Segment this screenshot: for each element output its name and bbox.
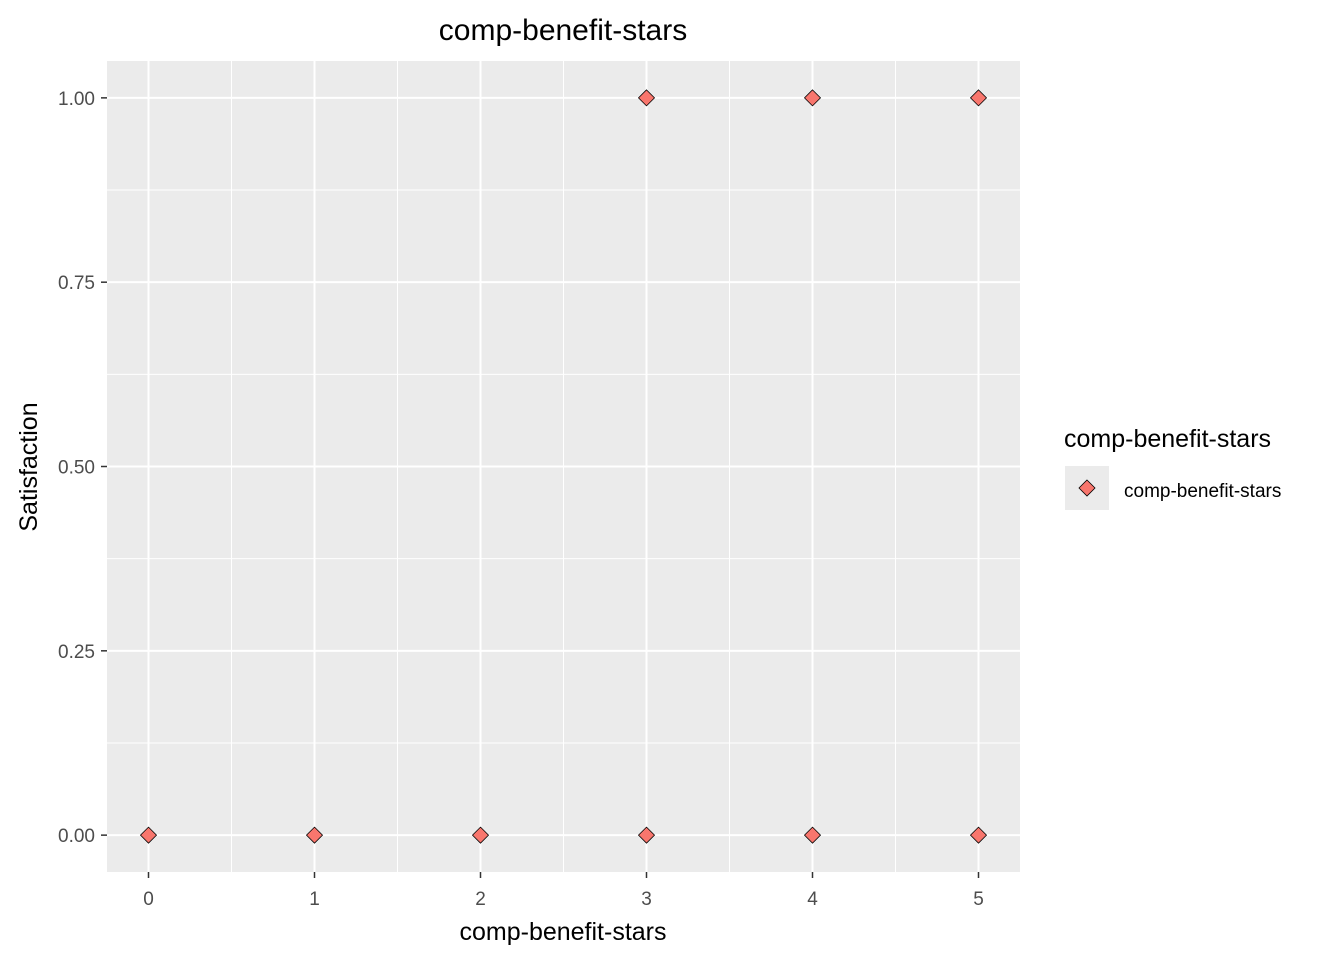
- legend-title: comp-benefit-stars: [1064, 425, 1271, 453]
- data-point-diamond: [969, 826, 988, 844]
- x-tick-label: 1: [309, 889, 320, 910]
- data-point-diamond: [803, 826, 822, 844]
- data-points: [139, 89, 988, 844]
- y-tick-label: 1.00: [58, 89, 95, 110]
- y-tick-label: 0.75: [58, 273, 95, 294]
- x-tick-label: 3: [641, 889, 652, 910]
- x-tick-label: 5: [973, 889, 984, 910]
- data-point-diamond: [969, 89, 988, 107]
- x-axis-label: comp-benefit-stars: [459, 918, 666, 946]
- chart-title: comp-benefit-stars: [439, 14, 687, 47]
- data-point-diamond: [803, 89, 822, 107]
- y-axis: 0.00 0.25 0.50 0.75 1.00: [58, 89, 107, 847]
- legend-diamond-icon: [1078, 479, 1096, 497]
- y-tick-label: 0.25: [58, 642, 95, 663]
- legend-entry-label: comp-benefit-stars: [1124, 481, 1281, 502]
- y-tick-label: 0.00: [58, 826, 95, 847]
- x-tick-label: 4: [807, 889, 818, 910]
- data-point-diamond: [139, 826, 158, 844]
- y-axis-label: Satisfaction: [15, 402, 43, 531]
- data-point-diamond: [471, 826, 490, 844]
- x-tick-label: 0: [143, 889, 154, 910]
- legend: comp-benefit-stars comp-benefit-stars: [1064, 425, 1281, 510]
- data-point-diamond: [637, 89, 656, 107]
- major-gridlines: [107, 61, 1020, 872]
- data-point-diamond: [305, 826, 324, 844]
- y-tick-label: 0.50: [58, 458, 95, 479]
- x-tick-label: 2: [475, 889, 486, 910]
- data-point-diamond: [637, 826, 656, 844]
- x-axis: 0 1 2 3 4 5: [143, 872, 984, 910]
